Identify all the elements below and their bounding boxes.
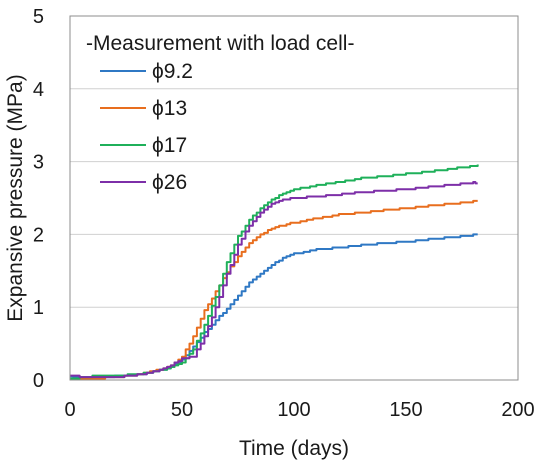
series-line-1 [70, 233, 478, 379]
series-line-2 [70, 199, 478, 381]
y-axis-title: Expansive pressure (MPa) [4, 74, 27, 321]
y-tick-label: 0 [33, 370, 44, 392]
legend-label-4: ϕ26 [152, 171, 187, 194]
grid-lines [70, 88, 518, 308]
plot-area-frame [69, 15, 519, 381]
x-tick-label: 100 [277, 399, 310, 421]
x-tick-label: 0 [64, 399, 75, 421]
x-axis-title: Time (days) [239, 437, 349, 460]
y-tick-label: 1 [33, 297, 44, 319]
legend-label-3: ϕ17 [152, 134, 187, 157]
legend-title: -Measurement with load cell- [86, 32, 354, 55]
x-tick-label: 150 [389, 399, 422, 421]
y-tick-label: 5 [33, 6, 44, 28]
x-axis-ticks: 0 50 100 150 200 [64, 399, 534, 421]
legend-label-2: ϕ13 [152, 97, 187, 120]
series-line-3 [70, 164, 479, 380]
y-tick-label: 3 [33, 152, 44, 174]
series-line-4 [70, 181, 478, 379]
y-tick-label: 4 [33, 79, 44, 101]
y-tick-label: 2 [33, 224, 44, 246]
y-axis-ticks: 0 1 2 3 4 5 [33, 6, 44, 392]
legend: -Measurement with load cell- ϕ9.2 ϕ13 ϕ17 ϕ… [86, 32, 354, 194]
legend-label-1: ϕ9.2 [152, 60, 193, 83]
x-tick-label: 50 [171, 399, 193, 421]
series-layer [70, 164, 479, 381]
x-tick-label: 200 [501, 399, 534, 421]
